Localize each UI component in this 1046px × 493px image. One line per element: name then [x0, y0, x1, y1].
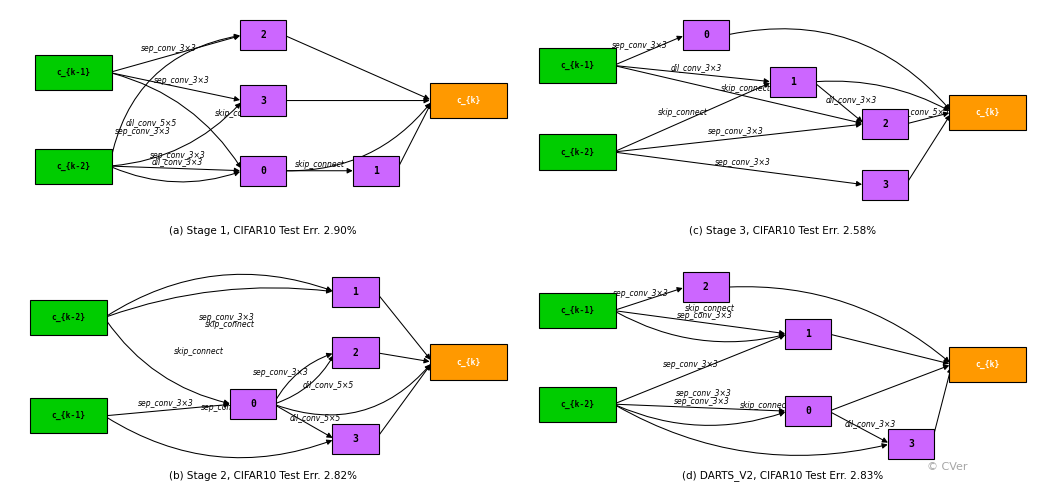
Text: sep_conv_3×3: sep_conv_3×3 — [114, 127, 170, 136]
FancyBboxPatch shape — [430, 83, 506, 118]
Text: dil_conv_5×5: dil_conv_5×5 — [126, 118, 177, 127]
Text: sep_conv_5×5: sep_conv_5×5 — [201, 403, 257, 413]
Text: dil_conv_5×5: dil_conv_5×5 — [290, 413, 341, 422]
Text: skip_connect: skip_connect — [721, 84, 771, 93]
FancyBboxPatch shape — [862, 109, 908, 139]
Text: c_{k-1}: c_{k-1} — [561, 306, 595, 315]
Text: © CVer: © CVer — [927, 462, 968, 472]
FancyBboxPatch shape — [683, 272, 729, 302]
FancyBboxPatch shape — [786, 319, 832, 349]
Text: dil_conv_3×3: dil_conv_3×3 — [152, 157, 203, 166]
Text: c_{k-2}: c_{k-2} — [51, 313, 86, 322]
Text: 0: 0 — [703, 30, 709, 40]
Text: dil_conv_5×5: dil_conv_5×5 — [302, 380, 354, 389]
Text: 0: 0 — [260, 166, 266, 176]
Text: c_{k}: c_{k} — [976, 360, 1000, 369]
FancyBboxPatch shape — [36, 55, 112, 90]
Text: sep_conv_3×3: sep_conv_3×3 — [252, 368, 309, 377]
Text: sep_conv_3×3: sep_conv_3×3 — [715, 158, 771, 167]
FancyBboxPatch shape — [950, 95, 1026, 130]
FancyBboxPatch shape — [333, 424, 379, 455]
Text: 0: 0 — [805, 406, 812, 416]
Text: 3: 3 — [908, 439, 914, 449]
Text: 2: 2 — [703, 282, 709, 292]
Text: (c) Stage 3, CIFAR10 Test Err. 2.58%: (c) Stage 3, CIFAR10 Test Err. 2.58% — [689, 226, 877, 236]
Text: sep_conv_5×5: sep_conv_5×5 — [894, 108, 950, 117]
Text: c_{k}: c_{k} — [976, 107, 1000, 117]
Text: 2: 2 — [353, 348, 359, 358]
Text: 3: 3 — [883, 180, 888, 190]
Text: skip_connect: skip_connect — [175, 347, 224, 356]
Text: c_{k-1}: c_{k-1} — [561, 61, 595, 70]
Text: sep_conv_3×3: sep_conv_3×3 — [199, 313, 254, 322]
Text: skip_connect: skip_connect — [214, 109, 265, 118]
FancyBboxPatch shape — [540, 293, 616, 328]
Text: sep_conv_3×3: sep_conv_3×3 — [708, 127, 764, 136]
FancyBboxPatch shape — [333, 338, 379, 368]
Text: 1: 1 — [353, 287, 359, 297]
FancyBboxPatch shape — [241, 20, 287, 50]
FancyBboxPatch shape — [786, 396, 832, 426]
Text: sep_conv_3×3: sep_conv_3×3 — [154, 76, 210, 85]
Text: (d) DARTS_V2, CIFAR10 Test Err. 2.83%: (d) DARTS_V2, CIFAR10 Test Err. 2.83% — [682, 470, 884, 481]
Text: skip_connect: skip_connect — [741, 401, 790, 410]
Text: skip_connect: skip_connect — [658, 107, 708, 117]
Text: c_{k-1}: c_{k-1} — [56, 68, 91, 77]
FancyBboxPatch shape — [241, 155, 287, 186]
Text: 1: 1 — [790, 77, 796, 87]
Text: sep_conv_3×3: sep_conv_3×3 — [612, 41, 667, 50]
FancyBboxPatch shape — [36, 148, 112, 183]
FancyBboxPatch shape — [888, 429, 934, 459]
FancyBboxPatch shape — [540, 48, 616, 83]
Text: dil_conv_3×3: dil_conv_3×3 — [826, 95, 878, 104]
Text: sep_conv_3×3: sep_conv_3×3 — [676, 388, 731, 398]
Text: c_{k}: c_{k} — [456, 357, 480, 367]
Text: sep_conv_3×3: sep_conv_3×3 — [663, 359, 720, 369]
Text: (a) Stage 1, CIFAR10 Test Err. 2.90%: (a) Stage 1, CIFAR10 Test Err. 2.90% — [169, 226, 357, 236]
FancyBboxPatch shape — [241, 85, 287, 116]
FancyBboxPatch shape — [862, 170, 908, 200]
FancyBboxPatch shape — [353, 155, 400, 186]
Text: 1: 1 — [373, 166, 379, 176]
Text: 2: 2 — [883, 119, 888, 129]
Text: c_{k-2}: c_{k-2} — [561, 147, 595, 157]
Text: sep_conv_3×3: sep_conv_3×3 — [613, 289, 669, 298]
Text: skip_connect: skip_connect — [295, 160, 344, 169]
Text: sep_conv_3×3: sep_conv_3×3 — [677, 312, 732, 320]
Text: c_{k-2}: c_{k-2} — [56, 162, 91, 171]
Text: c_{k-1}: c_{k-1} — [51, 411, 86, 421]
FancyBboxPatch shape — [30, 398, 107, 433]
Text: sep_conv_3×3: sep_conv_3×3 — [151, 151, 206, 160]
Text: sep_conv_3×3: sep_conv_3×3 — [138, 399, 194, 408]
Text: 3: 3 — [260, 96, 266, 106]
FancyBboxPatch shape — [30, 300, 107, 335]
Text: c_{k}: c_{k} — [456, 96, 480, 105]
Text: skip_connect: skip_connect — [205, 320, 255, 329]
FancyBboxPatch shape — [333, 277, 379, 307]
Text: c_{k-2}: c_{k-2} — [561, 400, 595, 409]
Text: 0: 0 — [250, 399, 256, 409]
FancyBboxPatch shape — [540, 387, 616, 422]
FancyBboxPatch shape — [683, 20, 729, 50]
Text: sep_conv_3×3: sep_conv_3×3 — [141, 44, 197, 53]
Text: sep_conv_3×3: sep_conv_3×3 — [674, 397, 730, 406]
FancyBboxPatch shape — [540, 135, 616, 170]
FancyBboxPatch shape — [950, 347, 1026, 382]
Text: 3: 3 — [353, 434, 359, 444]
FancyBboxPatch shape — [430, 345, 506, 380]
Text: dil_conv_3×3: dil_conv_3×3 — [670, 63, 722, 72]
Text: (b) Stage 2, CIFAR10 Test Err. 2.82%: (b) Stage 2, CIFAR10 Test Err. 2.82% — [169, 471, 358, 481]
FancyBboxPatch shape — [770, 67, 816, 97]
Text: skip_connect: skip_connect — [685, 304, 735, 313]
Text: 1: 1 — [805, 329, 812, 339]
Text: dil_conv_3×3: dil_conv_3×3 — [845, 419, 896, 428]
Text: 2: 2 — [260, 30, 266, 40]
FancyBboxPatch shape — [230, 389, 276, 420]
